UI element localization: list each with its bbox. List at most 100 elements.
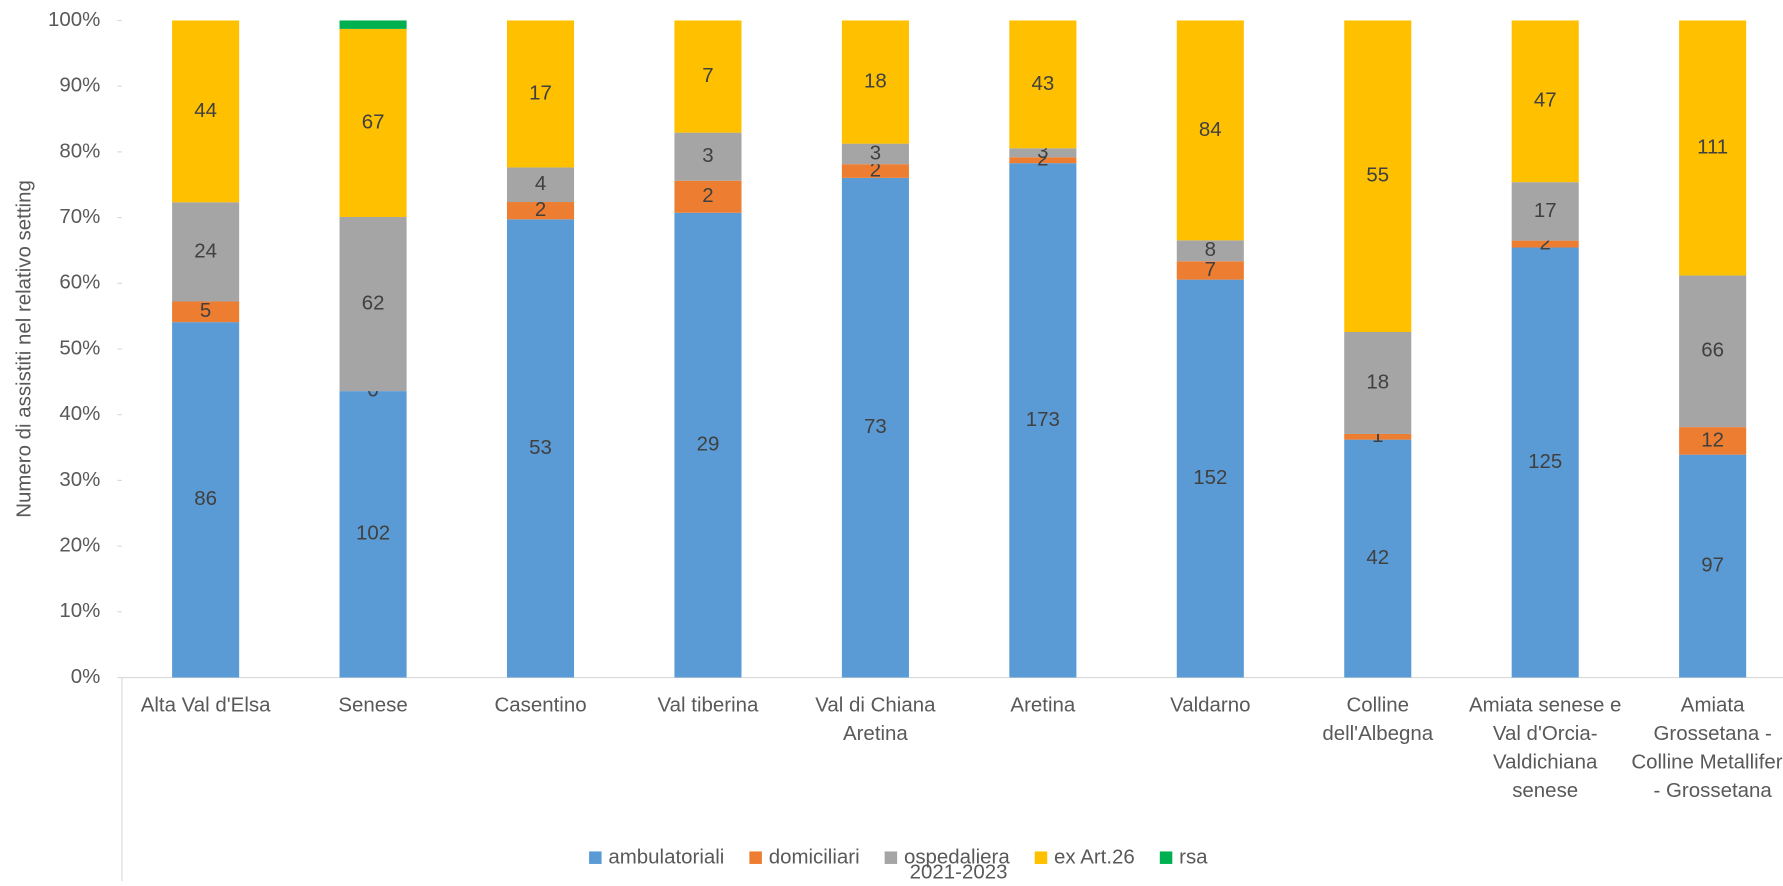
x-tick-label: Aretina — [1010, 693, 1076, 717]
legend-swatch — [884, 851, 898, 864]
x-tick-label-box: Aretina — [1010, 693, 1076, 717]
bar-segment — [1511, 182, 1579, 241]
x-tick-label: Amiata Grossetana - Colline Metallifere … — [1631, 693, 1783, 802]
data-label: 2 — [702, 184, 713, 207]
bar-segment — [172, 20, 240, 203]
bar-segment — [339, 20, 407, 29]
legend-label: ex Art.26 — [1054, 846, 1135, 869]
data-label: 7 — [1205, 258, 1216, 281]
y-tick-label: 100% — [48, 8, 100, 31]
bar-segment — [1344, 439, 1412, 678]
data-label: 3 — [1037, 140, 1048, 163]
data-label: 97 — [1701, 553, 1724, 576]
data-label: 67 — [362, 110, 385, 133]
data-label: 84 — [1199, 118, 1222, 141]
data-label: 17 — [529, 81, 552, 104]
legend-label: rsa — [1179, 846, 1208, 869]
bar-segment — [1176, 261, 1244, 280]
bar-segment — [841, 143, 909, 165]
y-tick-label: 30% — [59, 468, 100, 491]
legend-label: ambulatoriali — [608, 846, 724, 869]
legend: ambulatoriali domiciliari ospedaliera ex Ar… — [589, 846, 1208, 869]
data-label: 2 — [535, 198, 546, 221]
data-label: 66 — [1701, 339, 1724, 362]
data-label: 29 — [697, 433, 720, 456]
bar-segment — [1511, 20, 1579, 183]
data-label: 3 — [870, 141, 881, 164]
data-label: 7 — [702, 64, 713, 87]
data-label: 1 — [1372, 424, 1383, 447]
data-label: 102 — [356, 522, 390, 545]
x-tick-label-box: Amiata senese e Val d'Orcia-Valdichiana … — [1468, 693, 1622, 802]
x-tick-label: Casentino — [494, 693, 587, 717]
bar-segment — [506, 20, 575, 168]
data-label: 8 — [1205, 238, 1216, 261]
bar-segment — [1176, 20, 1244, 241]
bar-segment — [674, 212, 742, 678]
x-tick-label-box: Alta Val d'Elsa — [140, 693, 271, 717]
data-label: 2 — [1540, 231, 1551, 254]
data-label: 2 — [870, 158, 881, 181]
bar-segment — [172, 322, 240, 678]
x-tick-label: Senese — [338, 693, 408, 717]
bar-segment — [1344, 331, 1412, 434]
data-label: 17 — [1534, 199, 1557, 222]
data-label: 173 — [1026, 408, 1060, 431]
y-tick-label: 0% — [71, 665, 101, 688]
data-label: 53 — [529, 436, 552, 459]
bar-segment — [1344, 20, 1412, 332]
data-label: 2 — [1037, 148, 1048, 171]
y-tick-label: 40% — [59, 402, 100, 425]
data-label: 42 — [1366, 546, 1389, 569]
x-tick-label-box: Val di Chiana Aretina — [815, 693, 936, 745]
data-label: 47 — [1534, 89, 1557, 112]
legend-label: domiciliari — [769, 846, 860, 869]
data-label: 62 — [362, 291, 385, 314]
x-tick-label-box: Val tiberina — [657, 693, 759, 717]
y-tick-label: 10% — [59, 599, 100, 622]
data-label: 12 — [1701, 428, 1724, 451]
data-label: 24 — [194, 239, 217, 262]
bar-segment — [674, 180, 742, 213]
bar-segment — [841, 164, 909, 178]
bar-segment — [339, 391, 407, 678]
y-tick-label: 60% — [59, 271, 100, 294]
x-axis-label: 2021-2023 — [910, 860, 1008, 881]
x-tick-label: Colline dell'Albegna — [1322, 693, 1434, 745]
x-tick-label-box: Casentino — [494, 693, 587, 717]
x-tick-label: Val tiberina — [657, 693, 759, 717]
bar-segment — [1009, 157, 1077, 164]
bar-segment — [1009, 163, 1077, 678]
x-tick-label: Val di Chiana Aretina — [815, 693, 936, 745]
y-tick-label: 80% — [59, 139, 100, 162]
bar-segment — [506, 202, 575, 220]
data-label: 4 — [535, 172, 546, 195]
data-label: 18 — [864, 69, 887, 92]
bar-segment — [1344, 433, 1412, 440]
data-label: 55 — [1366, 164, 1389, 187]
data-label: 125 — [1528, 450, 1562, 473]
y-tick-label: 70% — [59, 205, 100, 228]
bar-segment — [1009, 20, 1077, 149]
bar-segment — [1511, 247, 1579, 678]
y-tick-label: 50% — [59, 336, 100, 359]
legend-swatch — [1034, 851, 1048, 864]
x-tick-label: Amiata senese e Val d'Orcia-Valdichiana … — [1468, 693, 1622, 802]
data-label: 3 — [702, 144, 713, 167]
x-tick-label-box: Valdarno — [1170, 693, 1250, 716]
data-label: 18 — [1366, 370, 1389, 393]
y-tick-label: 20% — [59, 534, 100, 557]
bar-segment — [1176, 279, 1244, 678]
data-label: 111 — [1697, 135, 1728, 158]
legend-swatch — [1159, 851, 1173, 864]
x-tick-label: Alta Val d'Elsa — [140, 693, 271, 717]
data-label: 5 — [200, 299, 211, 322]
bar-segment — [506, 167, 575, 203]
bar-segment — [172, 301, 240, 323]
x-tick-label-box: Colline dell'Albegna — [1322, 693, 1434, 745]
data-label: 43 — [1031, 72, 1054, 95]
bar-segment — [1679, 275, 1747, 428]
bar-segment — [339, 217, 407, 392]
bar-segment — [841, 177, 909, 678]
